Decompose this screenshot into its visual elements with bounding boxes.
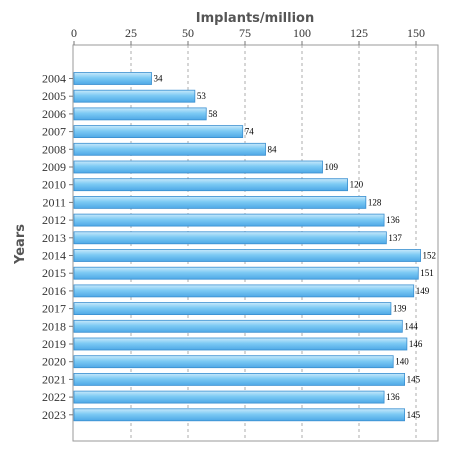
data-label-2006: 58 — [208, 109, 218, 119]
bar-2016 — [73, 284, 415, 298]
bar-2017 — [73, 302, 392, 316]
y-tick-label-2015: 2015 — [42, 266, 66, 280]
x-axis-title: Implants/million — [196, 11, 314, 26]
x-tick-label-75: 75 — [239, 26, 251, 40]
x-tick-label-100: 100 — [293, 26, 311, 40]
bar-2007 — [73, 125, 244, 138]
data-label-2019: 146 — [409, 339, 423, 349]
y-tick-label-2006: 2006 — [42, 107, 66, 121]
data-label-2008: 84 — [268, 144, 278, 154]
data-label-2010: 120 — [350, 180, 364, 190]
x-tick-label-0: 0 — [71, 26, 77, 40]
y-tick-label-2010: 2010 — [42, 178, 66, 192]
y-tick-label-2021: 2021 — [42, 372, 66, 386]
bar-2011 — [73, 195, 367, 209]
y-tick-label-2011: 2011 — [42, 195, 66, 209]
data-label-2009: 109 — [325, 162, 339, 172]
data-label-2022: 136 — [386, 392, 400, 402]
bar-2018 — [73, 319, 403, 333]
y-axis-title: Years — [13, 224, 28, 265]
bar-2004 — [73, 72, 152, 85]
bar-2005 — [73, 89, 196, 103]
data-label-2023: 145 — [407, 410, 421, 420]
data-label-2017: 139 — [393, 304, 407, 314]
data-label-2012: 136 — [386, 215, 400, 225]
y-tick-label-2023: 2023 — [42, 408, 66, 422]
data-label-2007: 74 — [245, 127, 255, 137]
bar-2008 — [73, 142, 266, 156]
data-label-2015: 151 — [420, 268, 434, 278]
x-tick-label-125: 125 — [350, 26, 368, 40]
y-tick-label-2009: 2009 — [42, 160, 66, 174]
y-tick-label-2008: 2008 — [42, 142, 66, 156]
data-label-2016: 149 — [416, 286, 430, 296]
bar-2019 — [73, 337, 408, 351]
bar-2010 — [73, 178, 349, 192]
y-tick-label-2007: 2007 — [42, 125, 66, 139]
y-tick-label-2005: 2005 — [42, 89, 66, 103]
data-label-2021: 145 — [407, 374, 421, 384]
y-tick-label-2014: 2014 — [42, 249, 66, 263]
x-tick-label-25: 25 — [125, 26, 137, 40]
bar-2006 — [73, 107, 207, 121]
bar-2012 — [73, 213, 385, 227]
data-label-2018: 144 — [404, 321, 418, 331]
x-axis-ticks: 0 25 50 75 100 125 150 — [71, 26, 425, 45]
bar-2014 — [73, 249, 421, 262]
data-label-2013: 137 — [388, 233, 402, 243]
bar-2023 — [73, 408, 406, 422]
y-axis-labels: 2004 2005 2006 2007 2008 2009 2010 2011 2012 2013… — [42, 72, 73, 422]
y-tick-label-2004: 2004 — [42, 72, 66, 86]
y-tick-label-2018: 2018 — [42, 319, 66, 333]
bar-2013 — [73, 231, 387, 245]
bar-2015 — [73, 266, 419, 280]
bar-2021 — [73, 372, 406, 386]
bar-2022 — [73, 390, 385, 404]
bar-2020 — [73, 355, 394, 369]
y-tick-label-2020: 2020 — [42, 355, 66, 369]
y-tick-label-2016: 2016 — [42, 284, 66, 298]
bars — [73, 72, 421, 422]
data-label-2020: 140 — [395, 357, 409, 367]
x-tick-label-50: 50 — [182, 26, 194, 40]
y-tick-label-2017: 2017 — [42, 302, 66, 316]
y-tick-label-2013: 2013 — [42, 231, 66, 245]
y-tick-label-2012: 2012 — [42, 213, 66, 227]
data-label-2005: 53 — [197, 91, 207, 101]
y-tick-label-2022: 2022 — [42, 390, 66, 404]
data-label-2011: 128 — [368, 197, 382, 207]
y-tick-label-2019: 2019 — [42, 337, 66, 351]
data-label-2004: 34 — [154, 74, 164, 84]
bar-2009 — [73, 160, 323, 174]
x-tick-label-150: 150 — [407, 26, 425, 40]
data-label-2014: 152 — [423, 251, 437, 261]
